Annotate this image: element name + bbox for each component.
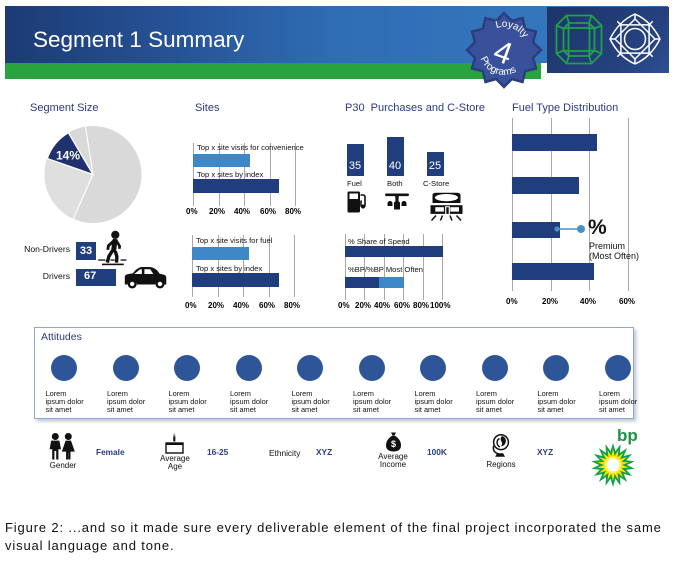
svg-text:14%: 14% bbox=[56, 149, 80, 163]
svg-text:$: $ bbox=[391, 439, 396, 449]
